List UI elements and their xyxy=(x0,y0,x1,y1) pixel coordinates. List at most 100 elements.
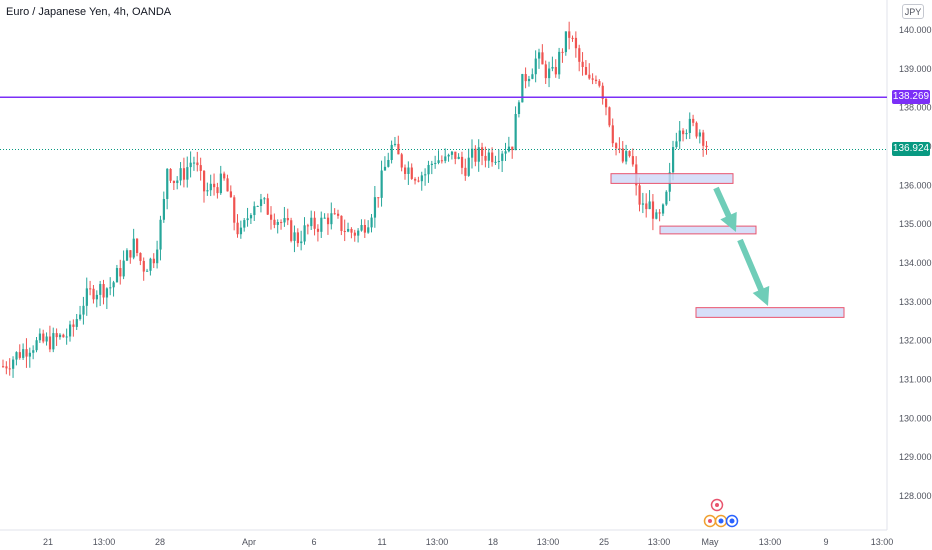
candle-body xyxy=(360,225,363,231)
time-tick-label: 13:00 xyxy=(759,537,782,547)
target-zones[interactable] xyxy=(610,173,845,318)
candle-body xyxy=(209,183,212,191)
candle-body xyxy=(397,143,400,155)
candle-body xyxy=(665,191,668,205)
time-axis[interactable]: 21 13:00 28 Apr 6 11 13:00 18 13:00 25 13:00 May 13:… xyxy=(43,537,893,547)
candle-body xyxy=(62,334,65,338)
candle-body xyxy=(521,74,524,103)
currency-badge[interactable]: JPY xyxy=(902,4,924,19)
candle-body xyxy=(471,148,474,158)
candle-body xyxy=(417,180,420,182)
candle-body xyxy=(136,238,139,254)
target-zone[interactable] xyxy=(659,225,757,235)
candle-body xyxy=(618,148,621,150)
candle-body xyxy=(162,198,165,220)
candle-body xyxy=(115,268,119,283)
price-tick-label: 132.000 xyxy=(899,336,932,346)
time-tick-label: 28 xyxy=(155,537,165,547)
candle-body xyxy=(216,187,219,194)
candle-body xyxy=(658,212,661,214)
candle-body xyxy=(702,132,705,146)
event-markers[interactable] xyxy=(703,498,739,528)
time-tick-label: 13:00 xyxy=(648,537,671,547)
candle-body xyxy=(598,81,601,86)
candle-body xyxy=(239,227,243,235)
candle-body xyxy=(494,161,497,163)
price-tick-label: 140.000 xyxy=(899,25,932,35)
candle-body xyxy=(125,250,129,261)
candle-body xyxy=(591,78,594,80)
candle-body xyxy=(38,333,42,341)
candle-body xyxy=(15,352,18,360)
candle-body xyxy=(196,162,199,166)
target-zone[interactable] xyxy=(610,173,734,184)
candle-body xyxy=(179,168,182,181)
candle-body xyxy=(434,162,437,164)
candle-body xyxy=(487,152,490,161)
candle-body xyxy=(588,74,591,79)
candle-body xyxy=(638,185,641,205)
candle-body xyxy=(672,147,675,173)
candle-body xyxy=(437,160,440,163)
candle-body xyxy=(440,160,444,162)
time-tick-label: 13:00 xyxy=(93,537,116,547)
event-icon-dot xyxy=(729,518,735,524)
candle-body xyxy=(584,66,588,75)
candle-body xyxy=(192,162,196,164)
candle-body xyxy=(199,165,202,171)
time-tick-label: 18 xyxy=(488,537,498,547)
target-zone[interactable] xyxy=(695,307,845,318)
candle-body xyxy=(316,228,320,232)
candle-body xyxy=(347,228,350,232)
time-tick-label: 13:00 xyxy=(426,537,449,547)
candle-body xyxy=(236,222,239,235)
event-icon-dot xyxy=(718,518,724,524)
candle-body xyxy=(477,147,480,162)
projection-arrows[interactable] xyxy=(713,186,770,306)
candle-body xyxy=(172,180,176,184)
current-price-tag: 136.924 xyxy=(892,142,930,157)
candle-body xyxy=(507,146,511,152)
candle-body xyxy=(531,74,534,79)
candle-body xyxy=(568,31,571,38)
time-tick-label: 13:00 xyxy=(537,537,560,547)
candle-body xyxy=(42,333,45,342)
candle-body xyxy=(32,350,35,353)
candle-body xyxy=(142,260,145,272)
candle-body xyxy=(420,175,423,182)
candle-body xyxy=(330,213,333,225)
candle-body xyxy=(474,148,477,162)
candle-body xyxy=(427,164,430,175)
candle-body xyxy=(22,349,25,358)
candle-body xyxy=(266,198,269,215)
candle-body xyxy=(343,230,346,232)
candle-body xyxy=(615,143,618,149)
candle-body xyxy=(373,197,377,218)
projection-arrow[interactable] xyxy=(713,186,737,232)
candle-body xyxy=(85,288,88,306)
candle-body xyxy=(35,340,38,351)
candle-body xyxy=(112,282,115,288)
candle-body xyxy=(166,168,169,199)
candle-body xyxy=(527,78,531,82)
candle-body xyxy=(182,168,186,180)
candle-body xyxy=(72,324,75,327)
candle-body xyxy=(300,241,303,244)
candle-body xyxy=(464,167,467,176)
candle-body xyxy=(159,219,162,250)
time-tick-label: 21 xyxy=(43,537,53,547)
candle-body xyxy=(273,219,276,225)
candle-body xyxy=(514,114,517,151)
candle-body xyxy=(296,232,299,244)
projection-arrow[interactable] xyxy=(737,238,770,306)
candle-body xyxy=(79,314,82,320)
arrow-shape xyxy=(713,186,737,232)
candle-body xyxy=(685,132,688,135)
candle-body xyxy=(152,258,155,264)
candle-body xyxy=(387,159,390,167)
candle-body xyxy=(578,48,581,62)
candle-body xyxy=(340,215,343,231)
candle-body xyxy=(594,79,598,82)
resistance-price-tag: 138.269 xyxy=(892,90,930,105)
